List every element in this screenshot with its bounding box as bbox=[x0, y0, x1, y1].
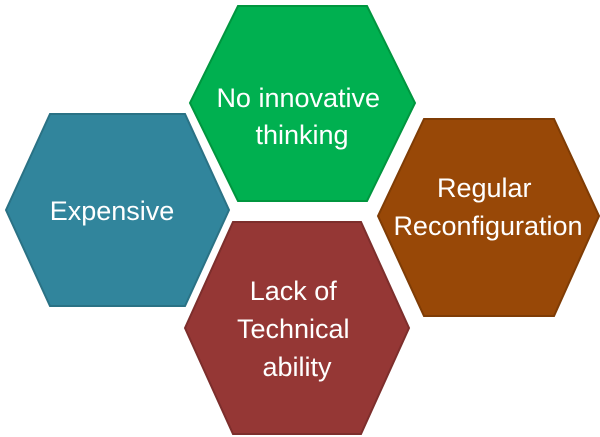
hex-no-innovative-thinking-label: No innovative thinking bbox=[216, 83, 387, 150]
hex-regular-reconfiguration: Regular Reconfiguration bbox=[376, 118, 600, 317]
hex-lack-of-technical-ability-label: Lack of Technical ability bbox=[237, 276, 357, 382]
hex-regular-reconfiguration-shape bbox=[376, 118, 600, 317]
hex-expensive: Expensive bbox=[4, 113, 231, 307]
hex-lack-of-technical-ability: Lack of Technical ability bbox=[183, 221, 411, 435]
hex-no-innovative-thinking-shape bbox=[188, 5, 417, 202]
hex-expensive-label: Expensive bbox=[50, 196, 175, 226]
hex-no-innovative-thinking: No innovative thinking bbox=[188, 5, 417, 202]
hex-regular-reconfiguration-label: Regular Reconfiguration bbox=[393, 173, 582, 241]
hex-lack-of-technical-ability-shape bbox=[183, 221, 411, 435]
hex-expensive-shape bbox=[4, 113, 231, 307]
